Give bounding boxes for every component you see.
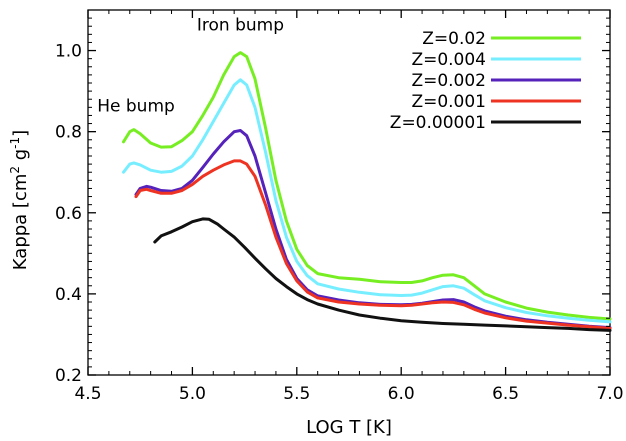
y-tick-label: 1.0 xyxy=(55,42,82,62)
y-axis-ticks: 0.2 0.4 0.6 0.8 1.0 xyxy=(55,9,610,386)
y-axis-label-sup1: 2 xyxy=(8,166,22,174)
legend-label: Z=0.00001 xyxy=(390,113,486,133)
series-line-1 xyxy=(122,78,612,324)
y-axis-label: Kappa [cm2 g-1] xyxy=(8,130,31,270)
y-axis-label-end: ] xyxy=(10,130,31,137)
x-tick-label: 5.0 xyxy=(179,384,206,404)
plot-frame xyxy=(87,9,611,376)
series-layer xyxy=(122,51,612,332)
annotations: Iron bump He bump xyxy=(97,15,284,116)
legend-label: Z=0.001 xyxy=(411,92,486,112)
y-tick-label: 0.2 xyxy=(55,366,82,386)
annotation: Iron bump xyxy=(197,15,284,35)
y-axis-label-mid: g xyxy=(10,149,31,166)
y-axis-label-sup2: -1 xyxy=(8,137,22,149)
x-tick-label: 4.5 xyxy=(74,384,101,404)
y-tick-label: 0.6 xyxy=(55,204,82,224)
legend-label: Z=0.002 xyxy=(411,71,486,91)
series-line-3 xyxy=(134,159,612,330)
x-tick-label: 5.5 xyxy=(283,384,310,404)
series-line-2 xyxy=(134,129,612,330)
x-tick-label: 7.0 xyxy=(596,384,623,404)
x-axis-label: LOG T [K] xyxy=(306,417,392,438)
legend-label: Z=0.02 xyxy=(422,29,486,49)
annotation: He bump xyxy=(97,96,175,116)
y-tick-label: 0.4 xyxy=(55,285,82,305)
series-line-0 xyxy=(122,51,612,321)
y-axis-label-main: Kappa [cm xyxy=(10,174,31,271)
plot-area xyxy=(87,9,611,376)
legend-label: Z=0.004 xyxy=(411,50,486,70)
x-tick-label: 6.5 xyxy=(492,384,519,404)
y-tick-label: 0.8 xyxy=(55,123,82,143)
series-line-4 xyxy=(153,217,612,332)
x-axis-ticks: 4.5 5.0 5.5 6.0 6.5 7.0 xyxy=(74,10,624,404)
x-tick-label: 6.0 xyxy=(388,384,415,404)
